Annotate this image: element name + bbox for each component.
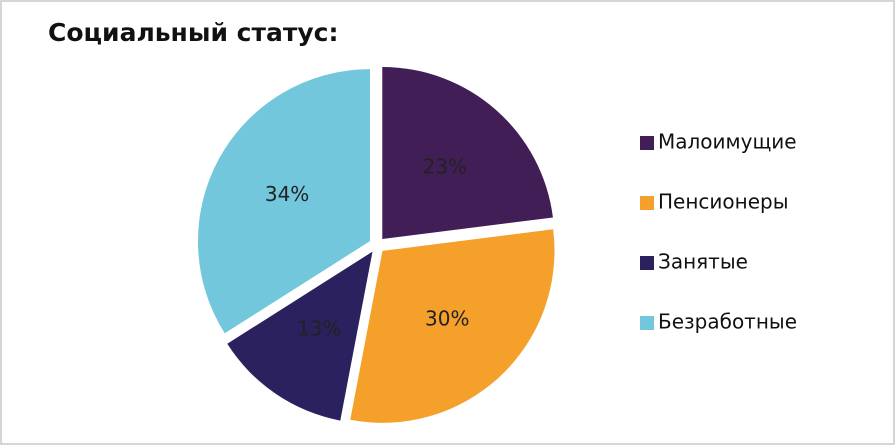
pie-slice [227,251,373,421]
legend-swatch [640,256,654,270]
data-label: 23% [423,155,467,179]
chart-title: Социальный статус: [48,18,338,47]
data-label: 34% [265,182,309,206]
legend-label: Занятые [658,250,748,274]
legend-swatch [640,316,654,330]
legend-swatch [640,136,654,150]
pie-slice [197,69,370,334]
pie-slice [350,229,555,423]
data-label: 30% [425,306,469,330]
legend-swatch [640,196,654,210]
legend-label: Пенсионеры [658,190,789,214]
data-label: 13% [297,316,341,340]
legend-label: Безработные [658,310,797,334]
legend-label: Малоимущие [658,130,797,154]
pie-slice [382,66,553,239]
